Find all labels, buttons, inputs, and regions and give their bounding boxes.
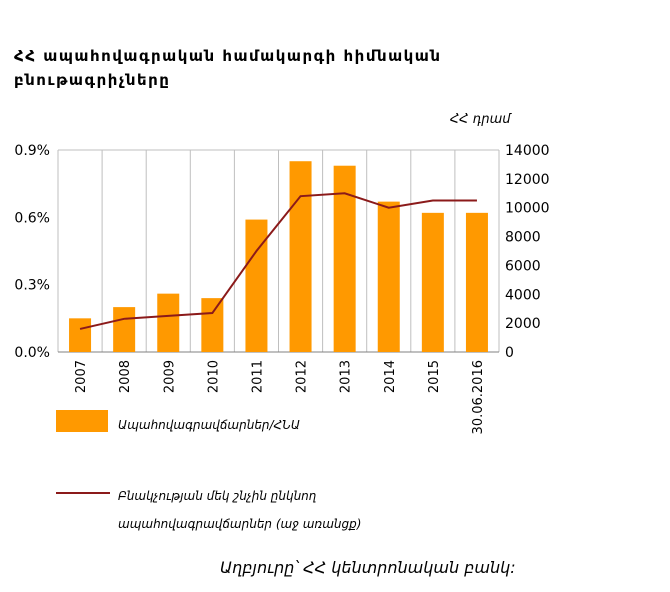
category-label: 2011: [250, 360, 265, 393]
bar: [245, 219, 268, 352]
bar: [377, 201, 400, 352]
category-label: 2015: [427, 360, 442, 393]
series-line: [79, 192, 477, 330]
right-tick-label: 0: [505, 345, 514, 361]
right-tick-label: 12000: [505, 172, 550, 188]
right-tick-label: 4000: [505, 287, 541, 303]
left-tick-label: 0.3%: [14, 278, 50, 294]
bar: [421, 212, 444, 352]
left-tick-label: 0.6%: [14, 210, 50, 226]
category-label: 2012: [295, 360, 310, 393]
source-note: Աղբյուրը՝ ՀՀ կենտրոնական բանկ:: [220, 558, 516, 577]
category-label: 2010: [206, 360, 221, 393]
category-label: 2009: [162, 360, 177, 393]
bar: [465, 212, 488, 352]
left-tick-label: 0.9%: [14, 143, 50, 159]
bar: [201, 298, 224, 352]
bar: [289, 161, 312, 352]
category-label: 2008: [118, 360, 133, 393]
right-tick-label: 8000: [505, 230, 541, 246]
legend-line-label: Բնակչության մեկ շնչին ընկնող ապահովագրավ…: [118, 489, 362, 531]
right-tick-label: 6000: [505, 258, 541, 274]
left-tick-label: 0.0%: [14, 345, 50, 361]
legend-bar-swatch: [56, 410, 108, 432]
bar: [113, 307, 136, 352]
right-axis-unit: ՀՀ դրամ: [450, 112, 511, 127]
right-tick-label: 2000: [505, 316, 541, 332]
category-label: 2013: [339, 360, 354, 393]
right-tick-label: 14000: [505, 143, 550, 159]
category-label: 2014: [383, 360, 398, 393]
category-label: 30.06.2016: [471, 360, 486, 434]
bar: [333, 165, 356, 352]
chart-title: ՀՀ ապահովագրական համակարգի հիմնական բնու…: [14, 47, 442, 89]
legend-bar-label: Ապահովագրավճարներ/ՀՆԱ: [118, 418, 301, 432]
category-label: 2007: [74, 360, 89, 393]
bar: [69, 318, 92, 352]
bar: [157, 293, 180, 352]
right-tick-label: 10000: [505, 201, 550, 217]
